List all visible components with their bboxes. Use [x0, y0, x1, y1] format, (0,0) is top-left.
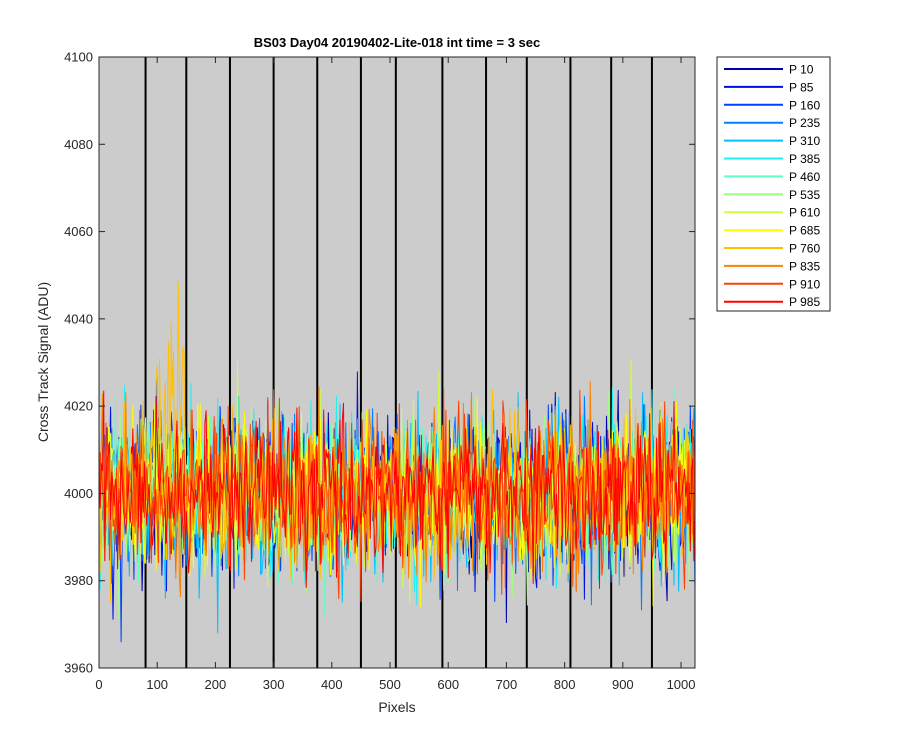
legend-label: P 985 — [789, 295, 820, 309]
x-tick-label: 0 — [95, 677, 102, 692]
chart-title: BS03 Day04 20190402-Lite-018 int time = … — [254, 35, 541, 50]
legend-label: P 10 — [789, 63, 814, 77]
y-axis: 3960 3980 4000 4020 4040 4060 4080 4100 — [64, 50, 695, 676]
y-tick-label: 4100 — [64, 50, 93, 65]
y-tick-label: 4060 — [64, 224, 93, 239]
legend: P 10 P 85 P 160 P 235 P 310 P 385 P 460 P 535 P … — [716, 56, 831, 312]
legend-label: P 310 — [789, 134, 820, 148]
x-tick-label: 500 — [379, 677, 401, 692]
series-line — [98, 388, 696, 602]
y-tick-label: 4040 — [64, 311, 93, 326]
x-axis-label: Pixels — [378, 699, 415, 715]
y-tick-label: 3960 — [64, 661, 93, 676]
y-tick-label: 4080 — [64, 137, 93, 152]
legend-label: P 835 — [789, 259, 820, 273]
x-tick-label: 700 — [496, 677, 518, 692]
x-axis: 0 100 200 300 400 500 600 700 800 900 1000 — [95, 57, 695, 692]
y-axis-label: Cross Track Signal (ADU) — [35, 282, 51, 442]
x-tick-label: 300 — [263, 677, 285, 692]
series-layer — [98, 281, 696, 643]
x-tick-label: 1000 — [667, 677, 696, 692]
series-line — [98, 390, 696, 589]
x-tick-label: 600 — [437, 677, 459, 692]
legend-label: P 160 — [789, 98, 820, 112]
legend-label: P 235 — [789, 116, 820, 130]
legend-label: P 535 — [789, 188, 820, 202]
x-tick-label: 900 — [612, 677, 634, 692]
legend-label: P 685 — [789, 224, 820, 238]
y-tick-label: 3980 — [64, 573, 93, 588]
x-tick-label: 800 — [554, 677, 576, 692]
plot-frame — [98, 56, 696, 669]
legend-label: P 385 — [789, 152, 820, 166]
legend-box — [716, 56, 831, 312]
legend-label: P 610 — [789, 206, 820, 220]
y-tick-label: 4020 — [64, 399, 93, 414]
series-line — [98, 381, 696, 598]
x-tick-label: 100 — [146, 677, 168, 692]
x-tick-label: 200 — [205, 677, 227, 692]
legend-label: P 760 — [789, 242, 820, 256]
legend-label: P 85 — [789, 80, 814, 94]
legend-label: P 460 — [789, 170, 820, 184]
x-tick-label: 400 — [321, 677, 343, 692]
legend-label: P 910 — [789, 277, 820, 291]
y-tick-label: 4000 — [64, 486, 93, 501]
